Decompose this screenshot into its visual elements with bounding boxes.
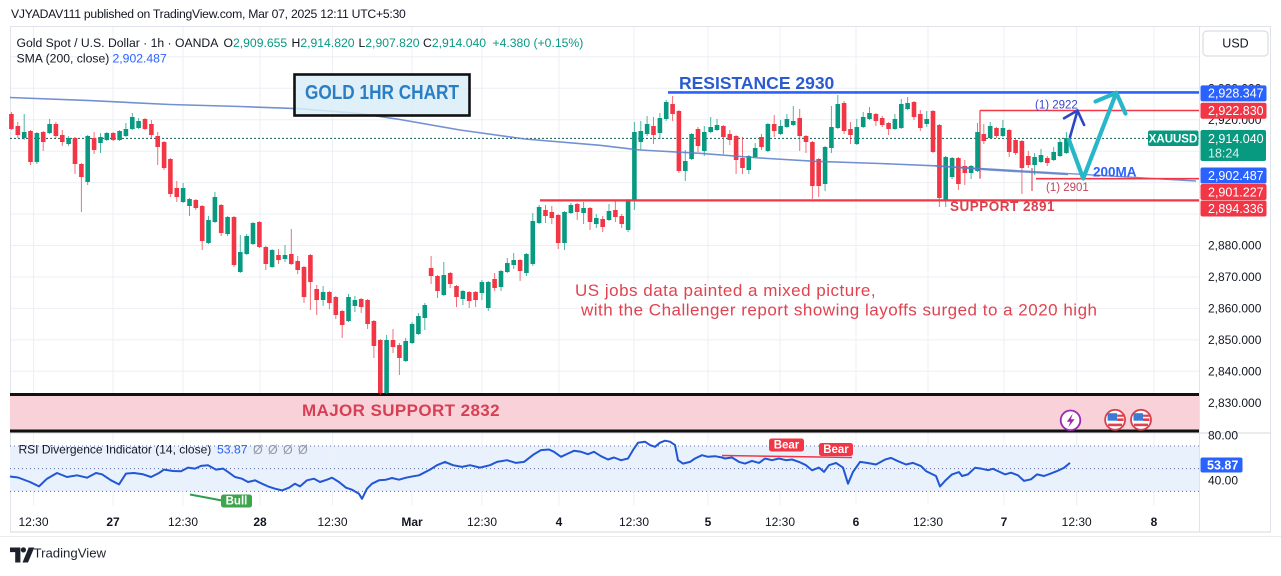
svg-text:2,902.487: 2,902.487: [1208, 169, 1264, 183]
svg-text:12:30: 12:30: [913, 515, 943, 529]
svg-text:53.87: 53.87: [217, 443, 248, 457]
svg-text:XAUUSD: XAUUSD: [1149, 134, 1198, 146]
svg-text:7: 7: [1001, 515, 1008, 529]
svg-text:40.00: 40.00: [1208, 474, 1238, 488]
svg-text:12:30: 12:30: [317, 515, 347, 529]
svg-text:H2,914.820: H2,914.820: [292, 36, 355, 50]
svg-text:2,840.000: 2,840.000: [1208, 365, 1262, 379]
svg-text:2,894.336: 2,894.336: [1208, 202, 1264, 216]
svg-text:Gold Spot / U.S. Dollar · 1h ·: Gold Spot / U.S. Dollar · 1h · OANDA: [17, 36, 220, 50]
svg-text:200MA: 200MA: [1093, 165, 1137, 180]
svg-text:27: 27: [106, 515, 120, 529]
svg-text:18:24: 18:24: [1208, 147, 1239, 161]
svg-text:O2,909.655: O2,909.655: [224, 36, 288, 50]
svg-text:with the Challenger report sho: with the Challenger report showing layof…: [580, 301, 1098, 320]
svg-text:GOLD 1HR CHART: GOLD 1HR CHART: [305, 81, 459, 104]
svg-text:TradingView: TradingView: [34, 546, 107, 561]
svg-text:Ø: Ø: [268, 443, 278, 457]
svg-text:5: 5: [705, 515, 712, 529]
svg-text:Bull: Bull: [226, 496, 248, 508]
svg-text:2,914.040: 2,914.040: [1208, 132, 1264, 146]
svg-text:2,880.000: 2,880.000: [1208, 239, 1262, 253]
svg-text:MAJOR SUPPORT 2832: MAJOR SUPPORT 2832: [302, 401, 500, 420]
svg-text:Ø: Ø: [253, 443, 263, 457]
svg-text:8: 8: [1151, 515, 1158, 529]
svg-text:USD: USD: [1222, 37, 1248, 51]
svg-text:2,922.830: 2,922.830: [1208, 104, 1264, 118]
svg-text:12:30: 12:30: [467, 515, 497, 529]
svg-text:28: 28: [253, 515, 267, 529]
svg-text:Bear: Bear: [823, 444, 849, 456]
svg-text:VJYADAV111 published on Tradin: VJYADAV111 published on TradingView.com,…: [11, 7, 406, 21]
svg-text:2,928.347: 2,928.347: [1208, 87, 1264, 101]
svg-text:RESISTANCE 2930: RESISTANCE 2930: [679, 73, 835, 93]
svg-text:4: 4: [556, 515, 563, 529]
svg-text:L2,907.820: L2,907.820: [359, 36, 420, 50]
svg-text:6: 6: [853, 515, 860, 529]
svg-text:12:30: 12:30: [765, 515, 795, 529]
svg-text:12:30: 12:30: [18, 515, 48, 529]
svg-text:12:30: 12:30: [619, 515, 649, 529]
svg-text:2,870.000: 2,870.000: [1208, 270, 1262, 284]
svg-text:SMA (200, close): SMA (200, close): [17, 52, 110, 66]
svg-text:2,902.487: 2,902.487: [113, 52, 167, 66]
svg-text:SUPPORT 2891: SUPPORT 2891: [950, 199, 1055, 214]
svg-text:2,860.000: 2,860.000: [1208, 302, 1262, 316]
svg-text:12:30: 12:30: [168, 515, 198, 529]
svg-text:2,850.000: 2,850.000: [1208, 333, 1262, 347]
svg-text:C2,914.040: C2,914.040: [423, 36, 486, 50]
svg-text:RSI Divergence Indicator (14,: RSI Divergence Indicator (14, close): [19, 443, 212, 457]
svg-text:12:30: 12:30: [1062, 515, 1092, 529]
svg-text:US jobs data painted a mixed p: US jobs data painted a mixed picture,: [575, 281, 876, 300]
svg-text:(1) 2922: (1) 2922: [1035, 100, 1078, 112]
svg-text:Ø: Ø: [283, 443, 293, 457]
svg-text:Mar: Mar: [401, 515, 423, 529]
svg-text:2,830.000: 2,830.000: [1208, 396, 1262, 410]
svg-text:2,901.227: 2,901.227: [1208, 185, 1264, 199]
svg-text:Ø: Ø: [298, 443, 308, 457]
svg-text:Bear: Bear: [774, 440, 800, 452]
svg-text:(1) 2901: (1) 2901: [1046, 182, 1089, 194]
svg-text:53.87: 53.87: [1207, 458, 1238, 472]
svg-text:80.00: 80.00: [1208, 429, 1238, 443]
svg-text:+4.380 (+0.15%): +4.380 (+0.15%): [493, 36, 584, 50]
